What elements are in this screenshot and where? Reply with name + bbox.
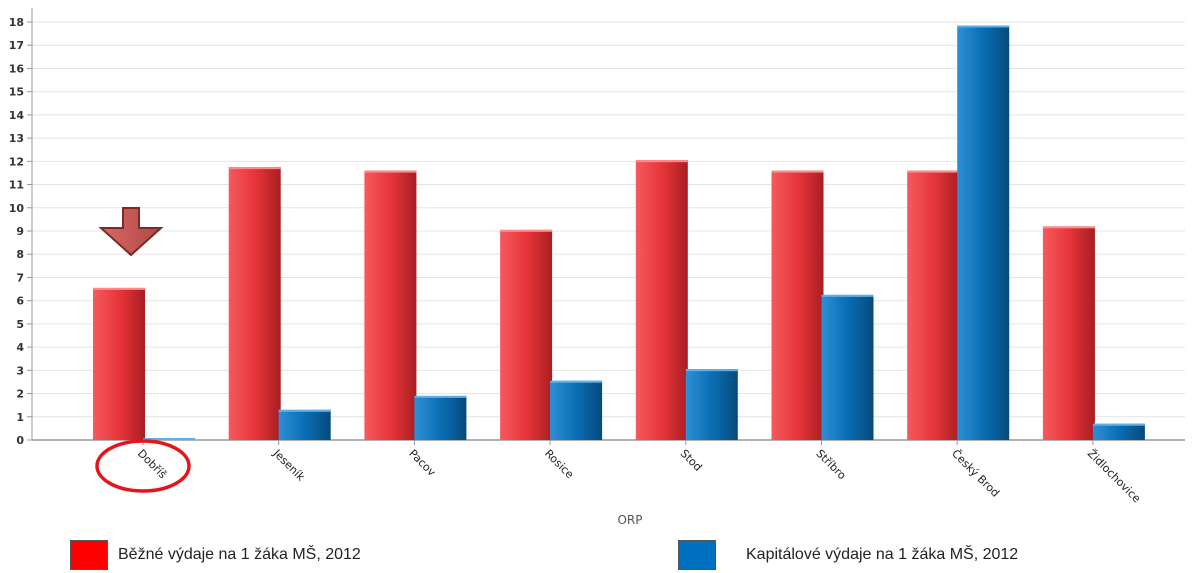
legend-item-capital: Kapitálové výdaje na 1 žáka MŠ, 2012: [678, 540, 1018, 570]
y-tick-label: 12: [9, 155, 24, 168]
bar-top-highlight: [364, 170, 417, 173]
y-tick-label: 6: [16, 295, 24, 308]
bar-top-highlight: [1042, 226, 1095, 229]
x-tick-label: Rosice: [542, 447, 576, 481]
bar-top-highlight: [414, 395, 467, 398]
bar-capital-8: [1092, 423, 1145, 440]
bar-top-highlight: [771, 170, 824, 173]
y-tick-label: 11: [9, 179, 24, 192]
bar-top-highlight: [907, 170, 960, 173]
y-tick-label: 1: [16, 411, 24, 424]
y-tick-label: 13: [9, 132, 24, 145]
bar-top-highlight: [550, 380, 603, 383]
x-axis-title: ORP: [617, 513, 642, 527]
y-tick-label: 8: [16, 248, 24, 261]
x-tick-label: Stod: [678, 447, 705, 474]
legend-item-current: Běžné výdaje na 1 žáka MŠ, 2012: [70, 540, 361, 570]
bar-current-5: [635, 160, 688, 440]
x-tick-label: Dobříš: [135, 447, 169, 481]
legend-label-current: Běžné výdaje na 1 žáka MŠ, 2012: [118, 546, 361, 563]
y-tick-label: 3: [16, 364, 24, 377]
axes: [27, 8, 1185, 445]
y-tick-label: 15: [9, 86, 24, 99]
bar-top-highlight: [635, 160, 688, 163]
x-tick-label: Židlochovice: [1085, 447, 1143, 505]
bar-capital-3: [414, 395, 467, 440]
y-tick-label: 10: [9, 202, 25, 215]
bar-current-7: [907, 170, 960, 440]
y-tick-label: 2: [16, 388, 24, 401]
bar-top-highlight: [143, 438, 195, 441]
bar-current-2: [228, 167, 281, 440]
bar-capital-2: [278, 409, 331, 440]
arrow-down-annotation: [98, 207, 164, 257]
y-tick-label: 0: [16, 434, 24, 447]
bar-current-6: [771, 170, 824, 440]
bars: [93, 25, 1145, 441]
bar-top-highlight: [278, 409, 331, 412]
legend-label-capital: Kapitálové výdaje na 1 žáka MŠ, 2012: [746, 546, 1019, 563]
x-tick-label: Pacov: [406, 447, 438, 479]
bar-capital-6: [821, 294, 874, 440]
bar-top-highlight: [93, 287, 145, 290]
annotations: [95, 207, 191, 493]
y-tick-label: 9: [16, 225, 24, 238]
x-tick-label: Jeseník: [270, 446, 308, 484]
y-tick-label: 5: [16, 318, 24, 331]
y-tick-label: 14: [9, 109, 25, 122]
highlight-circle-annotation: [95, 439, 191, 493]
bar-current-1: [93, 287, 145, 440]
bar-top-highlight: [1092, 423, 1145, 426]
legend-swatch-red: [70, 540, 108, 570]
bar-top-highlight: [228, 167, 281, 170]
x-tick-label: Stříbro: [813, 447, 848, 482]
x-tick-label: Český Brod: [949, 447, 1002, 500]
gridlines: [32, 21, 1185, 418]
y-tick-label: 18: [9, 16, 24, 29]
bar-current-3: [364, 170, 417, 440]
legend-swatch-blue: [678, 540, 716, 570]
y-tick-label: 7: [16, 271, 24, 284]
bar-top-highlight: [500, 229, 553, 232]
bar-top-highlight: [957, 25, 1010, 28]
y-tick-label: 4: [16, 341, 24, 354]
bar-top-highlight: [685, 369, 738, 372]
bar-top-highlight: [821, 294, 874, 297]
bar-current-8: [1042, 226, 1095, 440]
bar-capital-4: [550, 380, 603, 440]
y-tick-label: 17: [9, 39, 24, 52]
y-tick-label: 16: [9, 62, 25, 75]
bar-capital-7: [957, 25, 1010, 440]
bar-capital-5: [685, 369, 738, 440]
bar-current-4: [500, 229, 553, 440]
